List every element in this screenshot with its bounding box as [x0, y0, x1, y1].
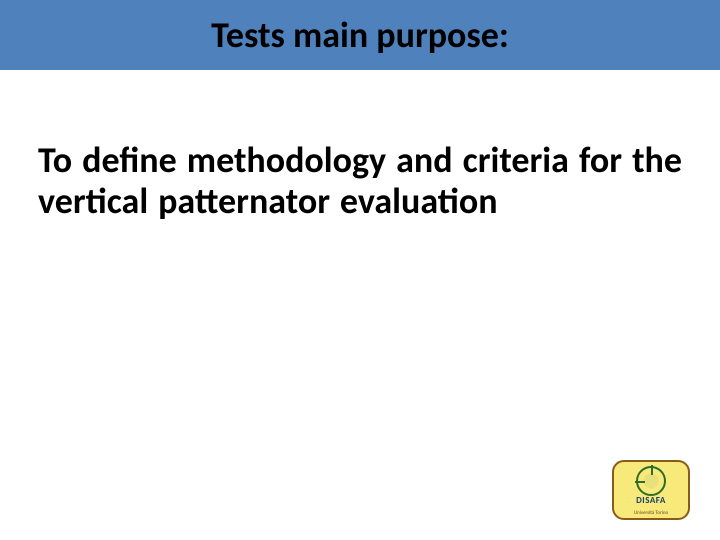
slide-body-text: To define methodology and criteria for t… — [38, 140, 682, 223]
logo-label: DISAFA — [636, 495, 666, 506]
slide-body-area: To define methodology and criteria for t… — [0, 70, 720, 223]
disafa-logo: DISAFA Università Torino — [612, 460, 690, 520]
title-bar: Tests main purpose: — [0, 0, 720, 70]
logo-sublabel: Università Torino — [634, 510, 668, 516]
logo-crosshair-icon — [636, 466, 666, 496]
logo-badge: DISAFA Università Torino — [612, 460, 690, 520]
slide-title: Tests main purpose: — [211, 13, 509, 57]
